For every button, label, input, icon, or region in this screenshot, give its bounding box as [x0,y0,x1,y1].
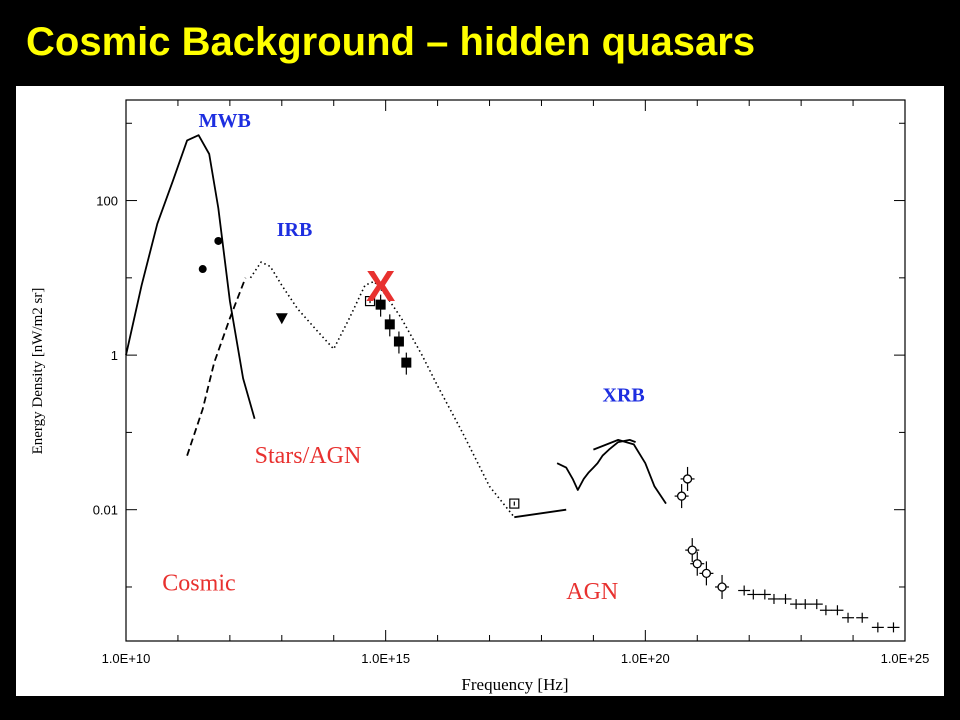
data-point-open-circle [717,582,727,592]
data-point-open-circle [687,545,697,555]
x-tick-label: 1.0E+20 [621,651,670,666]
data-point-open-square [509,498,520,509]
data-points [198,236,900,633]
series-line [186,277,247,456]
data-point-square [384,319,395,330]
data-point-circle [198,265,207,274]
source-label: Stars/AGN [255,443,362,469]
series-line [556,438,636,491]
source-label: Cosmic [162,571,235,597]
x-tick-label: 1.0E+15 [361,651,410,666]
series-line [125,134,256,420]
energy-density-chart: 1.0E+10 1.0E+15 1.0E+20 1.0E+25 0.01 1 100 MWB… [30,99,930,694]
plot-panel: 1.0E+10 1.0E+15 1.0E+20 1.0E+25 0.01 1 100 MWB… [16,86,944,696]
data-point-open-circle [676,491,687,501]
series-line [514,508,567,519]
slide-title: Cosmic Background – hidden quasars [26,20,756,64]
series-line [593,438,667,505]
data-point-square [393,336,404,347]
data-point-open-circle [701,568,712,579]
chart-labels: MWB IRB XRB Stars/AGN Cosmic AGN X [162,110,644,605]
region-label: XRB [603,385,645,407]
data-point-square [375,299,386,310]
y-tick-label: 100 [96,194,118,209]
y-tick-label: 0.01 [93,503,118,518]
data-point-triangle [275,313,288,325]
data-point-square [401,357,412,368]
x-tick-label: 1.0E+25 [881,651,930,666]
data-point-circle [214,236,223,245]
region-label: IRB [277,219,313,241]
data-point-open-square [364,296,376,307]
x-axis-label: Frequency [Hz] [461,675,568,694]
x-tick-label: 1.0E+10 [102,651,151,666]
region-label: MWB [199,110,251,132]
source-label: AGN [566,579,618,605]
data-point-open-circle [692,559,702,569]
plot-frame [125,99,906,642]
y-tick-label: 1 [111,348,118,363]
axis-ticks: 1.0E+10 1.0E+15 1.0E+20 1.0E+25 0.01 1 100 [93,100,930,666]
y-axis-label: Energy Density [nW/m2 sr] [30,288,46,455]
data-point-open-circle [682,474,693,484]
curves [125,134,667,519]
hidden-quasar-marker: X [366,262,395,311]
